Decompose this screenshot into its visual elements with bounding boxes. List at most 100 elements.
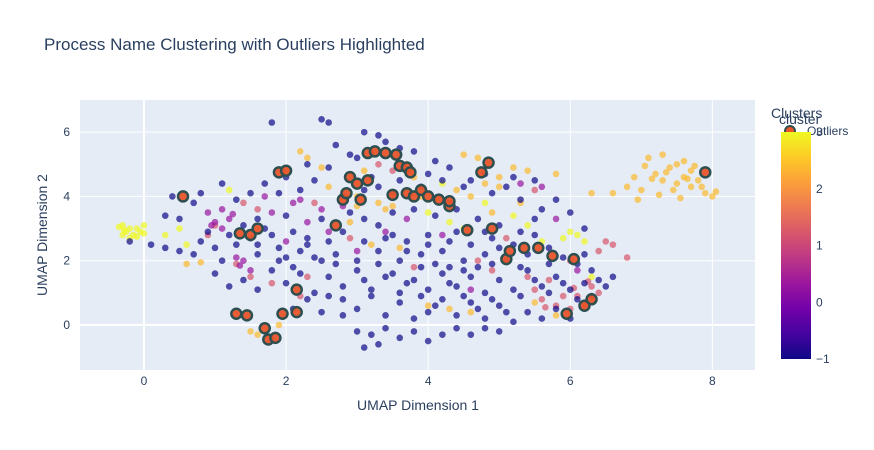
data-point: [495, 173, 503, 181]
outlier-point: [230, 307, 243, 320]
data-point: [375, 132, 382, 139]
data-point: [161, 231, 169, 239]
data-point: [382, 273, 389, 281]
colorbar-tick-labels: −1 0 1 2 3: [816, 125, 830, 366]
data-point: [467, 177, 475, 184]
data-point: [545, 260, 553, 268]
outlier-point: [290, 305, 303, 319]
data-point: [602, 283, 610, 290]
data-point: [169, 193, 176, 200]
outlier-point: [269, 331, 282, 345]
outlier-point: [354, 193, 367, 206]
data-point: [233, 196, 240, 203]
data-point: [439, 295, 446, 303]
data-point: [691, 162, 698, 170]
data-point: [375, 260, 382, 268]
data-point: [304, 273, 311, 281]
colorbar-title: cluster: [779, 111, 821, 127]
data-point: [304, 160, 311, 168]
data-point: [261, 180, 269, 187]
data-point: [233, 254, 240, 261]
data-point: [488, 267, 496, 274]
x-axis-title: UMAP Dimension 1: [357, 397, 479, 413]
data-point: [375, 183, 382, 191]
data-point: [424, 302, 432, 310]
data-point: [488, 260, 496, 268]
y-tick-label: 4: [63, 189, 70, 203]
colorbar-tick-label: 2: [816, 182, 823, 196]
data-point: [403, 279, 411, 287]
data-point: [382, 228, 389, 236]
outlier-point: [475, 166, 488, 179]
data-point: [510, 286, 517, 293]
data-point: [211, 270, 219, 277]
data-point: [669, 186, 677, 194]
data-point: [375, 222, 382, 229]
data-point: [684, 175, 691, 183]
y-tick-label: 6: [63, 125, 70, 139]
data-point: [218, 257, 226, 265]
y-axis-title: UMAP Dimension 2: [34, 174, 50, 296]
data-point: [574, 231, 581, 239]
data-point: [268, 231, 276, 239]
data-point: [531, 186, 539, 194]
x-tick-label: 4: [425, 374, 432, 388]
data-point: [588, 189, 595, 197]
data-point: [240, 257, 247, 265]
data-point: [247, 273, 254, 281]
data-point: [467, 286, 475, 293]
data-point: [204, 209, 212, 216]
data-point: [495, 302, 503, 310]
data-point: [488, 189, 496, 197]
x-tick-labels: 0 2 4 6 8: [141, 374, 716, 388]
data-point: [403, 215, 411, 223]
data-point: [431, 302, 439, 310]
legend-outliers-label[interactable]: Outliers: [807, 124, 848, 138]
data-point: [318, 257, 325, 265]
data-point: [389, 202, 396, 210]
data-point: [346, 209, 354, 216]
data-point: [446, 238, 453, 245]
plot-area: [80, 100, 755, 370]
data-point: [268, 279, 276, 287]
data-point: [360, 344, 368, 351]
data-point: [503, 234, 510, 242]
legend-title: Clusters: [771, 105, 822, 121]
data-point: [208, 222, 215, 229]
outlier-point: [585, 293, 598, 306]
data-point: [701, 189, 709, 197]
colorbar-tick-label: 0: [816, 295, 823, 309]
data-point: [318, 115, 325, 123]
data-point: [368, 241, 375, 248]
data-point: [311, 199, 318, 207]
data-point: [677, 194, 684, 202]
data-point: [538, 315, 546, 322]
data-point: [453, 283, 460, 290]
data-point: [566, 228, 574, 236]
data-point: [524, 167, 531, 175]
data-point: [120, 226, 128, 234]
y-tick-labels: 0 2 4 6: [63, 125, 70, 332]
data-point: [481, 289, 489, 297]
data-point: [396, 177, 404, 184]
data-point: [247, 328, 254, 335]
data-point: [240, 222, 247, 229]
data-point: [687, 183, 695, 191]
data-point: [225, 283, 233, 290]
data-point: [318, 164, 325, 171]
data-point: [360, 238, 368, 245]
data-point: [183, 241, 190, 248]
data-point: [360, 276, 368, 284]
data-point: [247, 267, 254, 274]
data-point: [531, 276, 539, 284]
data-point: [360, 128, 368, 136]
data-point: [396, 244, 404, 252]
data-point: [289, 199, 297, 207]
data-point: [638, 186, 645, 194]
data-point: [694, 177, 702, 184]
data-point: [339, 228, 347, 236]
data-point: [389, 270, 396, 277]
outlier-point: [361, 174, 375, 187]
data-point: [233, 241, 240, 248]
data-point: [161, 212, 169, 220]
